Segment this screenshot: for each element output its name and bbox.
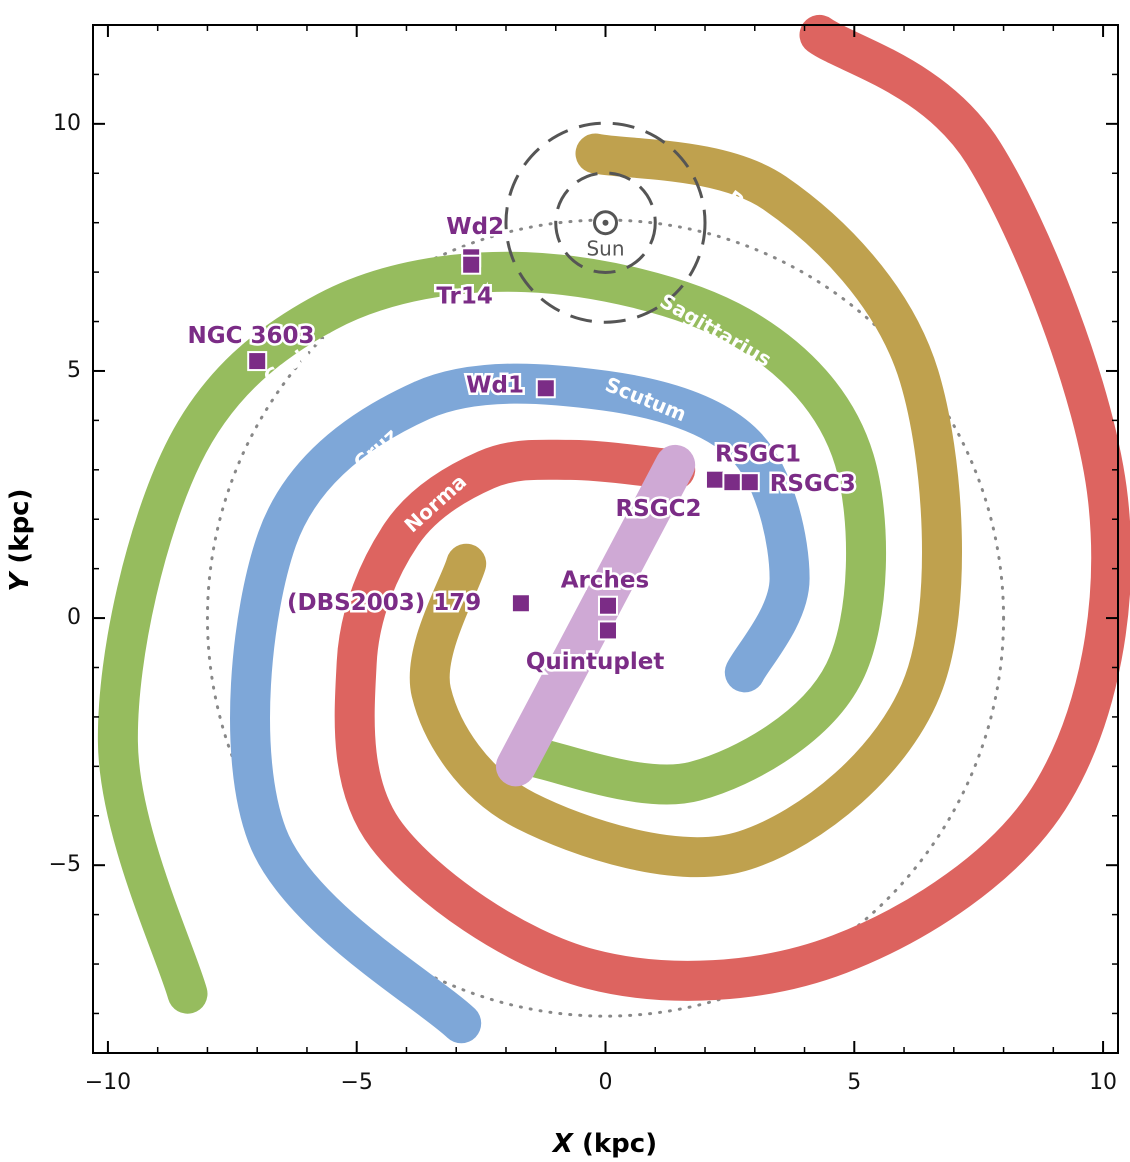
sun-layer: Sun xyxy=(504,121,707,324)
y-tick-label: 10 xyxy=(53,111,81,136)
x-axis-unit: (kpc) xyxy=(573,1129,657,1159)
x-tick-label: 5 xyxy=(847,1070,861,1095)
spiral-arm-sagittarius-2 xyxy=(97,251,886,1014)
cluster-label-ngc-3603: NGC 3603 xyxy=(188,323,315,349)
sun-symbol-dot xyxy=(602,219,609,226)
cluster-label-tr14: Tr14 xyxy=(436,283,493,309)
y-tick-label: 5 xyxy=(67,358,81,383)
solar-circle xyxy=(205,218,1006,1018)
x-axis-var: X xyxy=(551,1129,575,1159)
y-axis-title: Y (kpc) xyxy=(5,489,35,592)
cluster-label-arches: Arches xyxy=(561,568,649,594)
galactic-bar-layer xyxy=(495,444,696,787)
sun-distance-ring-2 xyxy=(504,121,707,324)
clusters-layer: Wd2 Tr14 NGC 3603 Wd1 RSGC1 RSGC3 RSGC2 (DBS200… xyxy=(185,212,858,678)
galactic-bar xyxy=(495,444,696,787)
cluster-marker-dbs2003-179 xyxy=(510,593,531,614)
cluster-label-rsgc3: RSGC3 xyxy=(770,471,856,497)
cluster-label-quintuplet: Quintuplet xyxy=(526,649,665,675)
x-axis-title: X (kpc) xyxy=(551,1129,657,1159)
cluster-marker-quintuplet xyxy=(597,620,618,641)
spiral-arm-scutum-3 xyxy=(230,363,810,1044)
sun-label: Sun xyxy=(586,237,624,261)
ticks-layer: −10 −5 0 5 10 −5 0 5 10 xyxy=(49,24,1118,1095)
cluster-marker-arches xyxy=(597,595,618,616)
cluster-marker-unnamed-5 xyxy=(722,472,743,493)
y-axis-unit: (kpc) xyxy=(5,489,35,573)
x-tick-label: −5 xyxy=(340,1070,372,1095)
solar-circle-layer xyxy=(205,218,1006,1018)
cluster-label-rsgc2: RSGC2 xyxy=(615,496,701,522)
sun-distance-ring-1 xyxy=(554,171,657,274)
cluster-label-wd1: Wd1 xyxy=(466,372,524,398)
x-tick-label: 0 xyxy=(599,1070,613,1095)
cluster-label-dbs2003-179: (DBS2003) 179 xyxy=(287,590,481,616)
spiral-arm-perseus-1 xyxy=(409,133,962,877)
cluster-label-rsgc1: RSGC1 xyxy=(715,441,801,467)
cluster-marker-wd1 xyxy=(535,378,556,399)
x-tick-label: −10 xyxy=(85,1070,131,1095)
cluster-marker-rsgc1 xyxy=(704,469,725,490)
y-axis-var: Y xyxy=(5,569,35,591)
spiral-arm-perseus-0 xyxy=(334,14,1130,1001)
cluster-marker-ngc-3603 xyxy=(247,351,268,372)
cluster-marker-rsgc3 xyxy=(739,472,760,493)
cluster-marker-tr14 xyxy=(461,254,482,275)
x-tick-label: 10 xyxy=(1089,1070,1117,1095)
y-tick-label: −5 xyxy=(49,852,81,877)
cluster-label-wd2: Wd2 xyxy=(446,214,504,240)
y-tick-label: 0 xyxy=(67,605,81,630)
spiral-arms-layer xyxy=(97,14,1130,1044)
